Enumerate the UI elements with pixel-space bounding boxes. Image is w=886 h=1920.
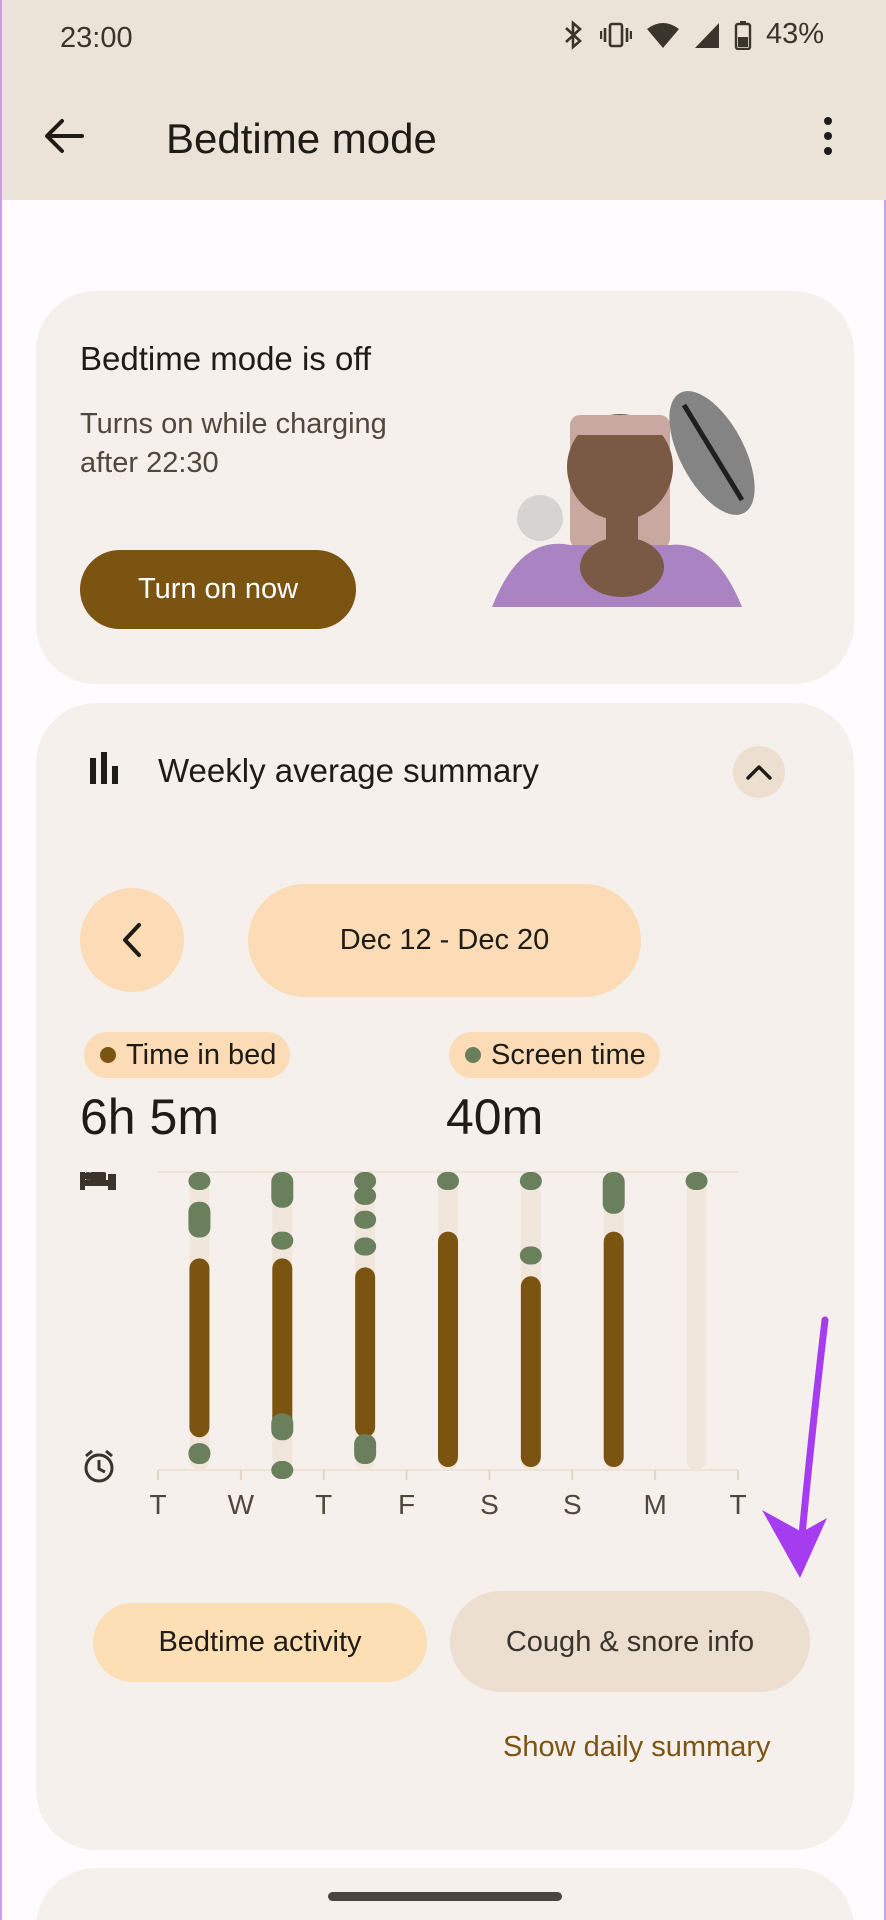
screen-time-segment <box>188 1443 211 1465</box>
vibrate-icon <box>599 22 632 47</box>
time-in-bed-bar <box>189 1258 210 1438</box>
time-in-bed-bar <box>438 1231 458 1468</box>
back-button[interactable] <box>38 110 90 162</box>
bluetooth-icon <box>565 19 582 50</box>
screen-time-segment <box>188 1172 211 1190</box>
status-icons: 43% <box>562 18 824 51</box>
time-in-bed-dot <box>100 1047 116 1063</box>
chevron-up-icon <box>746 765 772 780</box>
x-tick-label: M <box>643 1489 666 1520</box>
screen-time-segment <box>437 1172 459 1190</box>
screen-time-segment <box>354 1237 377 1256</box>
screen-time-segment <box>519 1172 542 1190</box>
weekly-summary-title: Weekly average summary <box>158 752 539 789</box>
screen-time-segment <box>354 1434 377 1465</box>
home-indicator[interactable] <box>328 1892 562 1901</box>
screen-time-segment <box>354 1186 377 1205</box>
screen-time-segment <box>271 1172 294 1208</box>
sleeping-person-illustration <box>492 391 755 607</box>
bar-chart-icon <box>90 752 118 784</box>
time-in-bed-bar <box>603 1231 624 1468</box>
date-range-chip[interactable]: Dec 12 - Dec 20 <box>248 884 641 997</box>
day-column <box>686 1172 707 1470</box>
time-in-bed-bar <box>520 1276 541 1468</box>
top-app-bar <box>2 0 886 200</box>
chevron-left-icon <box>123 923 141 957</box>
battery-icon <box>734 20 752 50</box>
time-in-bed-value: 6h 5m <box>80 1089 219 1145</box>
x-tick-label: S <box>480 1489 499 1520</box>
signal-icon <box>694 22 719 48</box>
alarm-icon <box>84 1449 114 1483</box>
arrow-back-icon <box>45 119 84 153</box>
x-tick-label: W <box>228 1489 255 1520</box>
x-tick-label: T <box>149 1489 166 1520</box>
battery-percent: 43% <box>765 18 824 50</box>
screen-time-dot <box>465 1047 481 1063</box>
x-tick-label: F <box>398 1489 415 1520</box>
cough-snore-info-button[interactable]: Cough & snore info <box>450 1591 810 1692</box>
legend-screen-time: Screen time <box>449 1032 660 1078</box>
legend-label: Screen time <box>491 1038 646 1071</box>
show-daily-summary-link[interactable]: Show daily summary <box>503 1731 771 1763</box>
page-title: Bedtime mode <box>166 115 437 162</box>
x-tick-label: T <box>315 1489 332 1520</box>
turn-on-now-button[interactable]: Turn on now <box>80 550 356 629</box>
screen-time-segment <box>519 1246 542 1265</box>
screen-time-segment <box>354 1210 377 1229</box>
screen-time-segment <box>271 1461 294 1480</box>
bedtime-activity-button[interactable]: Bedtime activity <box>93 1603 427 1682</box>
time-in-bed-bar <box>272 1258 293 1438</box>
bedtime-status-title: Bedtime mode is off <box>80 340 372 377</box>
more-vert-icon <box>824 117 832 155</box>
status-time: 23:00 <box>60 22 133 54</box>
time-in-bed-bar <box>355 1267 376 1438</box>
annotation-arrow <box>762 1316 829 1578</box>
screen-time-segment <box>271 1231 294 1250</box>
screen-time-segment <box>188 1201 211 1238</box>
collapse-button[interactable] <box>733 746 785 798</box>
bedtime-status-subtitle: Turns on while charging after 22:30 <box>80 408 387 479</box>
screen-time-segment <box>685 1172 708 1190</box>
more-options-button[interactable] <box>802 110 854 162</box>
previous-week-button[interactable] <box>80 888 184 992</box>
legend-label: Time in bed <box>126 1038 277 1071</box>
x-tick-label: S <box>563 1489 582 1520</box>
screen-time-segment <box>271 1413 294 1441</box>
wifi-icon <box>646 22 679 48</box>
x-tick-label: T <box>729 1489 746 1520</box>
screen-time-segment <box>602 1172 625 1214</box>
screen-time-value: 40m <box>446 1089 544 1145</box>
screen-time-segment <box>354 1172 377 1190</box>
bed-icon <box>80 1172 116 1190</box>
legend-time-in-bed: Time in bed <box>84 1032 291 1078</box>
